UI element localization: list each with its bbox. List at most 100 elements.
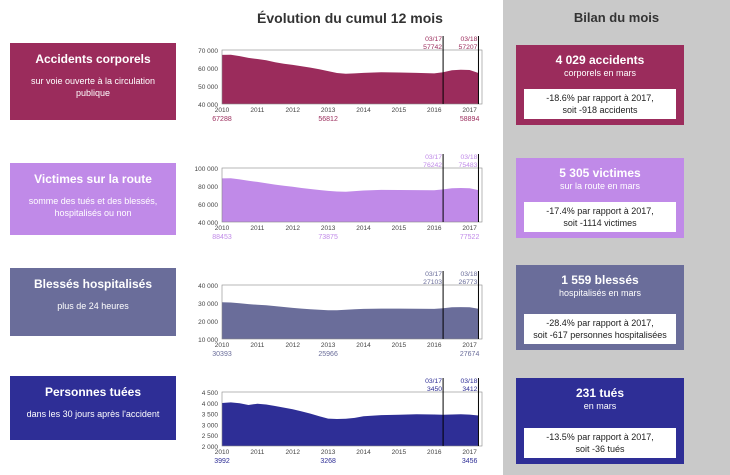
row-blesses-title: Blessés hospitalisés bbox=[33, 277, 153, 291]
y-tick-label: 40 000 bbox=[198, 220, 218, 227]
below-value-label: 58894 bbox=[460, 116, 480, 122]
y-tick-label: 3 500 bbox=[202, 412, 219, 419]
below-value-label: 3268 bbox=[320, 458, 336, 464]
marker-date: 03/17 bbox=[425, 378, 442, 385]
bilan-victimes-box: 5 305 victimes sur la route en mars -17.… bbox=[516, 158, 684, 238]
x-tick-label: 2010 bbox=[215, 225, 230, 232]
x-tick-label: 2013 bbox=[321, 225, 336, 232]
series-area bbox=[222, 402, 479, 446]
x-tick-label: 2017 bbox=[462, 107, 477, 114]
x-tick-label: 2014 bbox=[356, 449, 371, 456]
bilan-accidents-sub: corporels en mars bbox=[563, 68, 637, 78]
bilan-tues-change: -13.5% par rapport à 2017, soit -36 tués bbox=[524, 428, 676, 458]
y-tick-label: 30 000 bbox=[198, 301, 218, 308]
x-tick-label: 2016 bbox=[427, 449, 442, 456]
row-victimes-title: Victimes sur la route bbox=[34, 172, 152, 186]
marker-value: 57207 bbox=[459, 44, 478, 51]
x-tick-label: 2014 bbox=[356, 107, 371, 114]
below-value-label: 27674 bbox=[460, 351, 480, 357]
below-value-label: 77522 bbox=[460, 234, 480, 240]
bilan-blesses-sub: hospitalisés en mars bbox=[558, 288, 642, 298]
bilan-victimes-line1: -17.4% par rapport à 2017, bbox=[546, 206, 654, 216]
bilan-tues-line2: soit -36 tués bbox=[575, 444, 625, 454]
row-tues-subtitle: dans les 30 jours après l'accident bbox=[26, 409, 160, 419]
y-tick-label: 60 000 bbox=[198, 66, 218, 73]
y-tick-label: 50 000 bbox=[198, 84, 218, 91]
plot-frame bbox=[221, 49, 483, 105]
plot-frame bbox=[221, 391, 483, 447]
y-tick-label: 80 000 bbox=[198, 184, 218, 191]
marker-date: 03/18 bbox=[460, 378, 477, 385]
plot-frame bbox=[221, 167, 483, 223]
row-blesses-subtitle: plus de 24 heures bbox=[57, 301, 129, 311]
bilan-blesses-box: 1 559 blessés hospitalisés en mars -28.4… bbox=[516, 265, 684, 350]
row-victimes-subtitle: somme des tués et des blessés, hospitali… bbox=[28, 196, 158, 218]
bilan-accidents-value: 4 029 accidents bbox=[555, 53, 645, 67]
row-victimes-box: Victimes sur la route somme des tués et … bbox=[10, 163, 176, 235]
x-tick-label: 2016 bbox=[427, 342, 442, 349]
below-value-label: 30393 bbox=[212, 351, 232, 357]
row-accidents-title: Accidents corporels bbox=[35, 52, 151, 66]
x-tick-label: 2010 bbox=[215, 449, 230, 456]
marker-value: 75483 bbox=[459, 162, 478, 169]
below-value-label: 3992 bbox=[214, 458, 230, 464]
x-tick-label: 2015 bbox=[392, 342, 407, 349]
row-tues-box: Personnes tuées dans les 30 jours après … bbox=[10, 376, 176, 440]
bilan-victimes-change: -17.4% par rapport à 2017, soit -1114 vi… bbox=[524, 202, 676, 232]
y-tick-label: 40 000 bbox=[198, 102, 218, 109]
x-tick-label: 2013 bbox=[321, 342, 336, 349]
series-area bbox=[222, 302, 479, 339]
bilan-accidents-change: -18.6% par rapport à 2017, soit -918 acc… bbox=[524, 89, 676, 119]
x-tick-label: 2010 bbox=[215, 342, 230, 349]
marker-value: 3412 bbox=[462, 386, 477, 393]
below-value-label: 56812 bbox=[318, 116, 338, 122]
marker-date: 03/18 bbox=[460, 36, 477, 43]
bilan-blesses-value: 1 559 blessés bbox=[561, 273, 639, 287]
marker-date: 03/18 bbox=[460, 154, 477, 161]
y-tick-label: 40 000 bbox=[198, 283, 218, 290]
x-tick-label: 2014 bbox=[356, 342, 371, 349]
plot-frame bbox=[221, 284, 483, 340]
x-tick-label: 2016 bbox=[427, 225, 442, 232]
row-blesses-box: Blessés hospitalisés plus de 24 heures bbox=[10, 268, 176, 336]
x-tick-label: 2012 bbox=[286, 107, 301, 114]
x-tick-label: 2015 bbox=[392, 225, 407, 232]
marker-date: 03/17 bbox=[425, 154, 442, 161]
x-tick-label: 2014 bbox=[356, 225, 371, 232]
y-tick-label: 10 000 bbox=[198, 337, 218, 344]
y-tick-label: 4 000 bbox=[202, 401, 219, 408]
x-tick-label: 2013 bbox=[321, 107, 336, 114]
x-tick-label: 2011 bbox=[250, 107, 264, 114]
y-tick-label: 60 000 bbox=[198, 202, 218, 209]
row-accidents-subtitle: sur voie ouverte à la circulation publiq… bbox=[30, 76, 156, 98]
bilan-tues-line1: -13.5% par rapport à 2017, bbox=[546, 432, 654, 442]
y-tick-label: 2 000 bbox=[202, 444, 219, 451]
series-area bbox=[222, 178, 479, 222]
marker-value: 3450 bbox=[427, 386, 442, 393]
y-tick-label: 70 000 bbox=[198, 48, 218, 55]
x-tick-label: 2016 bbox=[427, 107, 442, 114]
x-tick-label: 2017 bbox=[462, 449, 477, 456]
x-tick-label: 2012 bbox=[286, 225, 301, 232]
bilan-victimes-line2: soit -1114 victimes bbox=[563, 218, 637, 228]
x-tick-label: 2012 bbox=[286, 449, 301, 456]
y-tick-label: 100 000 bbox=[195, 166, 219, 173]
x-tick-label: 2015 bbox=[392, 107, 407, 114]
below-value-label: 3456 bbox=[462, 458, 478, 464]
marker-date: 03/17 bbox=[425, 36, 442, 43]
row-tues-title: Personnes tuées bbox=[44, 385, 142, 399]
bilan-accidents-line1: -18.6% par rapport à 2017, bbox=[546, 93, 654, 103]
below-value-label: 73875 bbox=[318, 234, 338, 240]
marker-value: 57742 bbox=[423, 44, 442, 51]
x-tick-label: 2011 bbox=[250, 225, 264, 232]
bilan-tues-box: 231 tués en mars -13.5% par rapport à 20… bbox=[516, 378, 684, 464]
below-value-label: 25966 bbox=[318, 351, 338, 357]
x-tick-label: 2017 bbox=[462, 225, 477, 232]
row-accidents-box: Accidents corporels sur voie ouverte à l… bbox=[10, 43, 176, 120]
y-tick-label: 20 000 bbox=[198, 319, 218, 326]
x-tick-label: 2010 bbox=[215, 107, 230, 114]
